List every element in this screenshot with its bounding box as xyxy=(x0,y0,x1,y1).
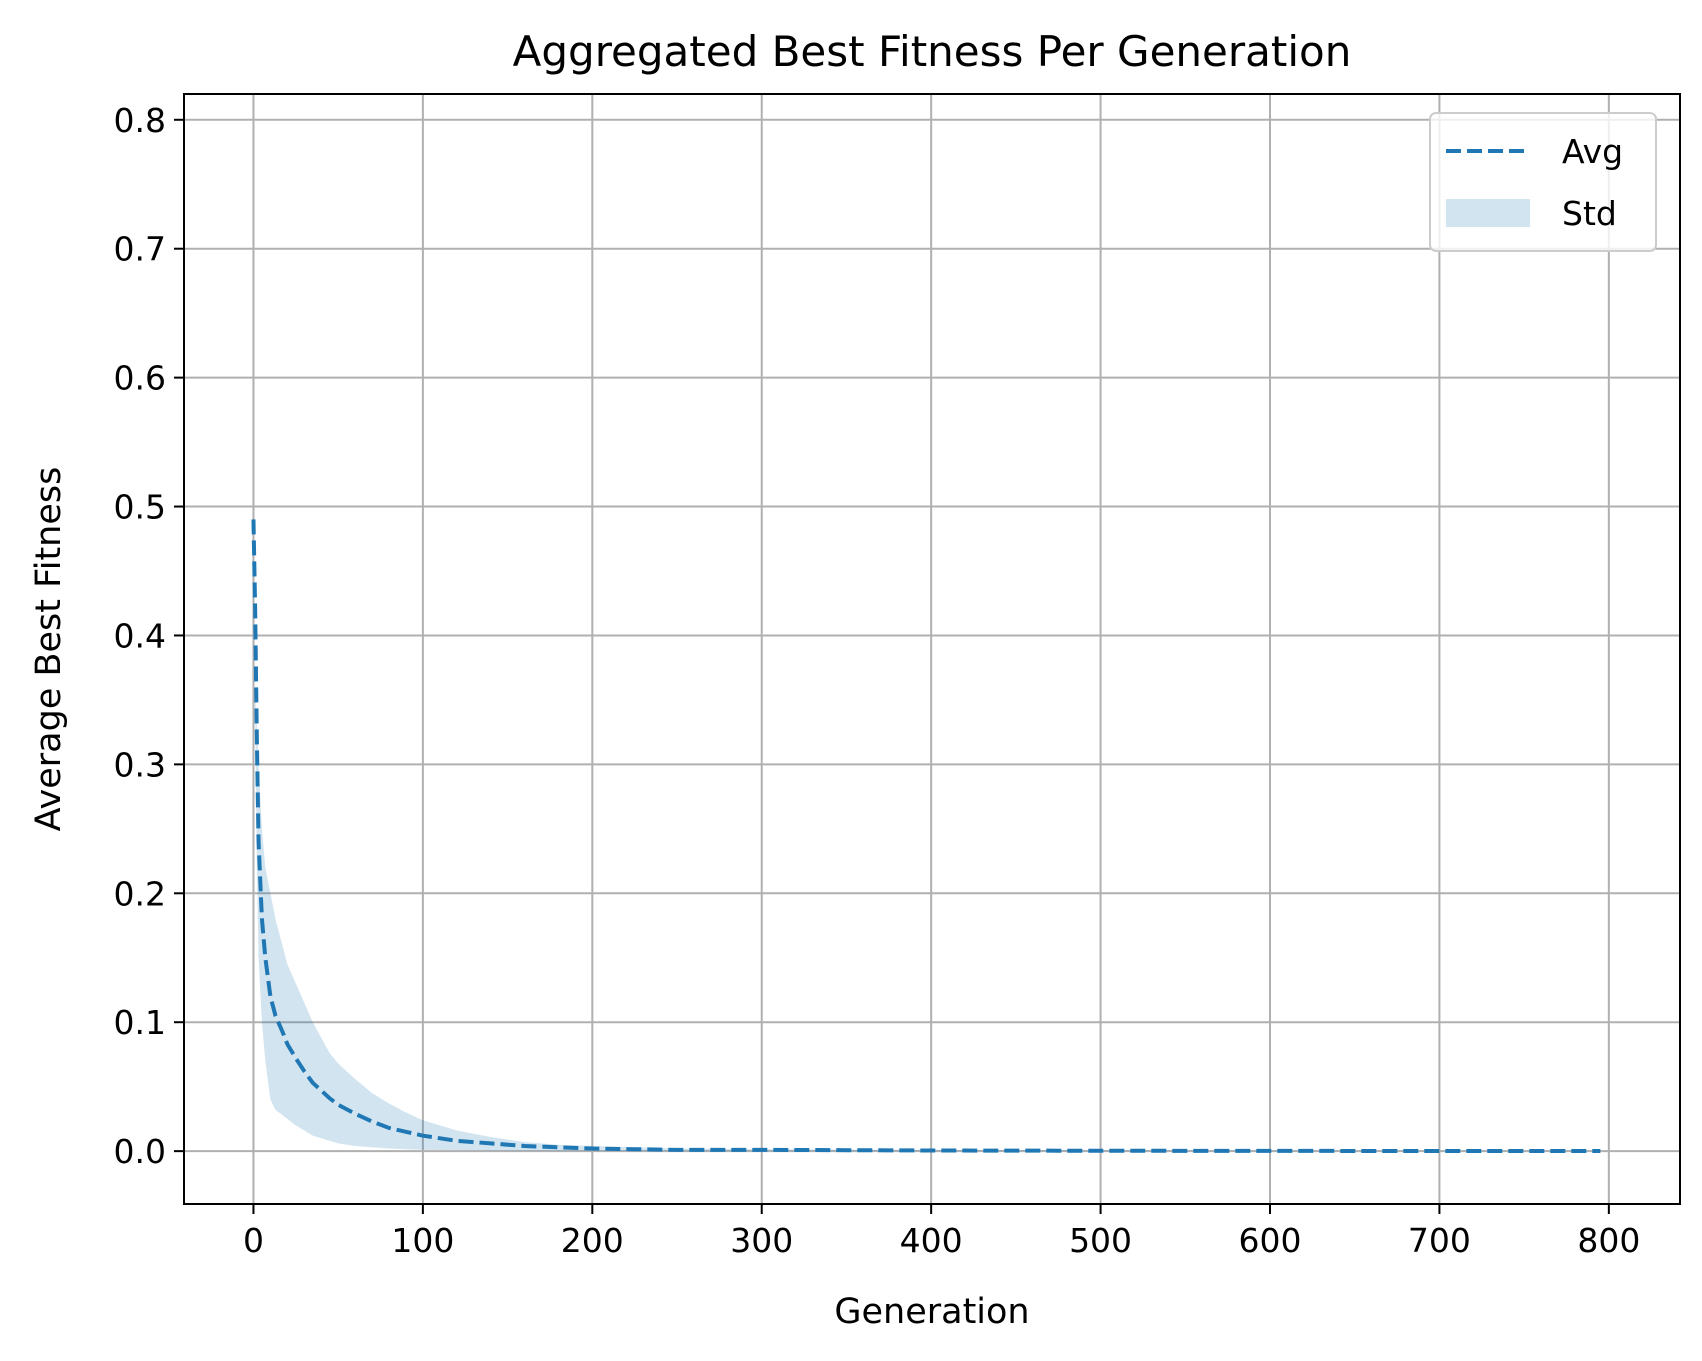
avg-line-layer xyxy=(251,519,1601,1154)
x-axis-label: Generation xyxy=(834,1292,1029,1332)
y-tick-label: 0.1 xyxy=(114,1003,166,1042)
y-tick-label: 0.4 xyxy=(114,616,166,655)
x-tick-label: 600 xyxy=(1238,1221,1301,1260)
y-tick-label: 0.2 xyxy=(114,874,166,913)
avg-line xyxy=(251,519,1601,1154)
legend: Avg Std xyxy=(1429,112,1657,252)
legend-avg-label: Avg xyxy=(1562,132,1623,171)
y-axis-ticks: 0.0 0.1 0.2 0.3 0.4 0.5 0.6 0.7 0.8 xyxy=(114,101,184,1171)
legend-std-label: Std xyxy=(1562,194,1617,233)
y-tick-label: 0.3 xyxy=(114,745,166,784)
x-tick-label: 800 xyxy=(1577,1221,1640,1260)
chart-title: Aggregated Best Fitness Per Generation xyxy=(513,27,1352,76)
x-axis-ticks: 0 100 200 300 400 500 600 700 800 xyxy=(243,1204,1640,1260)
y-tick-label: 0.6 xyxy=(114,359,166,398)
x-tick-label: 400 xyxy=(900,1221,963,1260)
legend-std-swatch xyxy=(1446,199,1530,227)
x-tick-label: 100 xyxy=(391,1221,454,1260)
y-tick-label: 0.8 xyxy=(114,101,166,140)
x-tick-label: 500 xyxy=(1069,1221,1132,1260)
y-tick-label: 0.5 xyxy=(114,488,166,527)
y-tick-label: 0.0 xyxy=(114,1132,166,1171)
x-tick-label: 0 xyxy=(243,1221,264,1260)
y-tick-label: 0.7 xyxy=(114,230,166,269)
x-tick-label: 300 xyxy=(730,1221,793,1260)
x-tick-label: 700 xyxy=(1408,1221,1471,1260)
legend-box xyxy=(1429,112,1657,252)
x-tick-label: 200 xyxy=(561,1221,624,1260)
y-axis-label: Average Best Fitness xyxy=(29,467,69,832)
